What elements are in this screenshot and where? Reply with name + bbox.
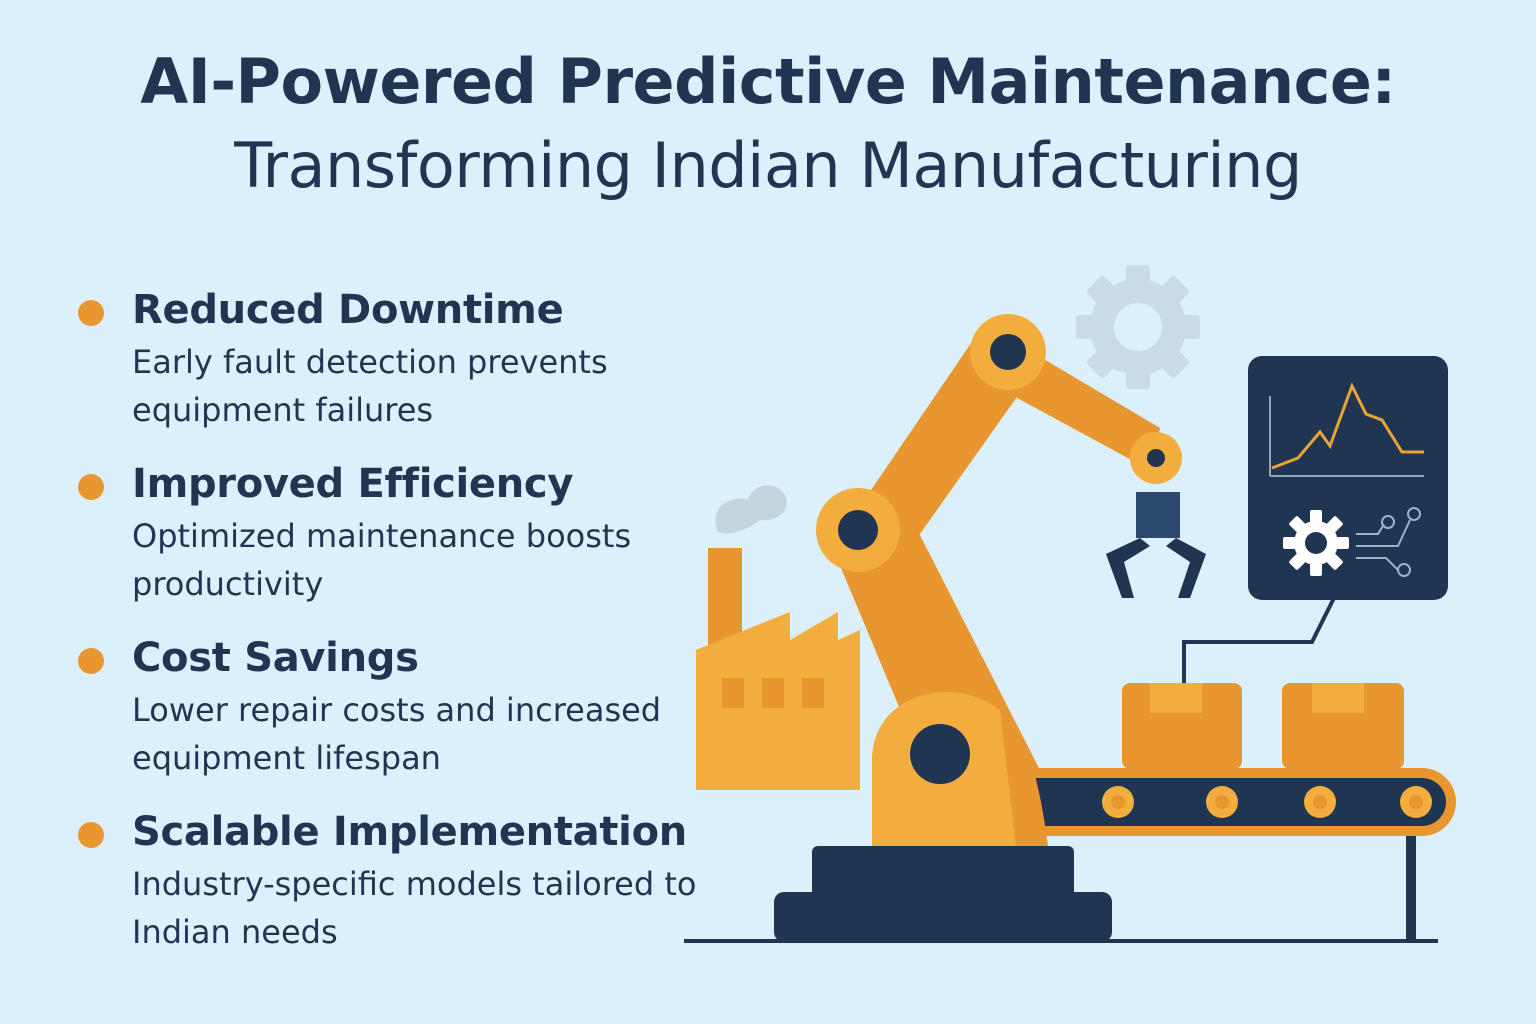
title-line-2: Transforming Indian Manufacturing	[234, 129, 1302, 202]
feature-list: Reduced Downtime Early fault detection p…	[78, 282, 718, 978]
feature-item-cost-savings: Cost Savings Lower repair costs and incr…	[78, 630, 718, 782]
feature-description: Lower repair costs and increased equipme…	[132, 691, 662, 777]
feature-title: Cost Savings	[132, 635, 419, 681]
feature-item-scalable-implementation: Scalable Implementation Industry-specifi…	[78, 804, 718, 956]
title-line-1: AI-Powered Predictive Maintenance:	[140, 45, 1396, 118]
feature-item-reduced-downtime: Reduced Downtime Early fault detection p…	[78, 282, 718, 434]
bullet-icon	[78, 474, 104, 500]
feature-item-improved-efficiency: Improved Efficiency Optimized maintenanc…	[78, 456, 718, 608]
conveyor-belt-icon	[990, 768, 1456, 942]
smoke-icon	[715, 485, 787, 534]
bullet-icon	[78, 822, 104, 848]
feature-description: Industry-specific models tailored to Ind…	[132, 865, 697, 951]
box-icon	[1282, 683, 1404, 769]
manufacturing-illustration	[684, 265, 1456, 943]
robotic-arm-icon	[774, 314, 1206, 942]
feature-title: Improved Efficiency	[132, 461, 574, 507]
gear-icon	[1283, 510, 1349, 576]
feature-description: Optimized maintenance boosts productivit…	[132, 517, 632, 603]
feature-description: Early fault detection prevents equipment…	[132, 343, 608, 429]
chart-line-icon	[1269, 382, 1424, 477]
feature-title: Scalable Implementation	[132, 809, 687, 855]
gear-icon	[1076, 265, 1200, 389]
factory-icon	[696, 548, 860, 790]
circuit-icon	[1356, 507, 1421, 577]
box-icon	[1122, 683, 1242, 769]
bullet-icon	[78, 648, 104, 674]
bullet-icon	[78, 300, 104, 326]
monitor-icon	[1248, 356, 1448, 600]
connector-line	[1182, 597, 1336, 683]
feature-title: Reduced Downtime	[132, 287, 564, 333]
page-title: AI-Powered Predictive Maintenance: Trans…	[0, 40, 1536, 208]
